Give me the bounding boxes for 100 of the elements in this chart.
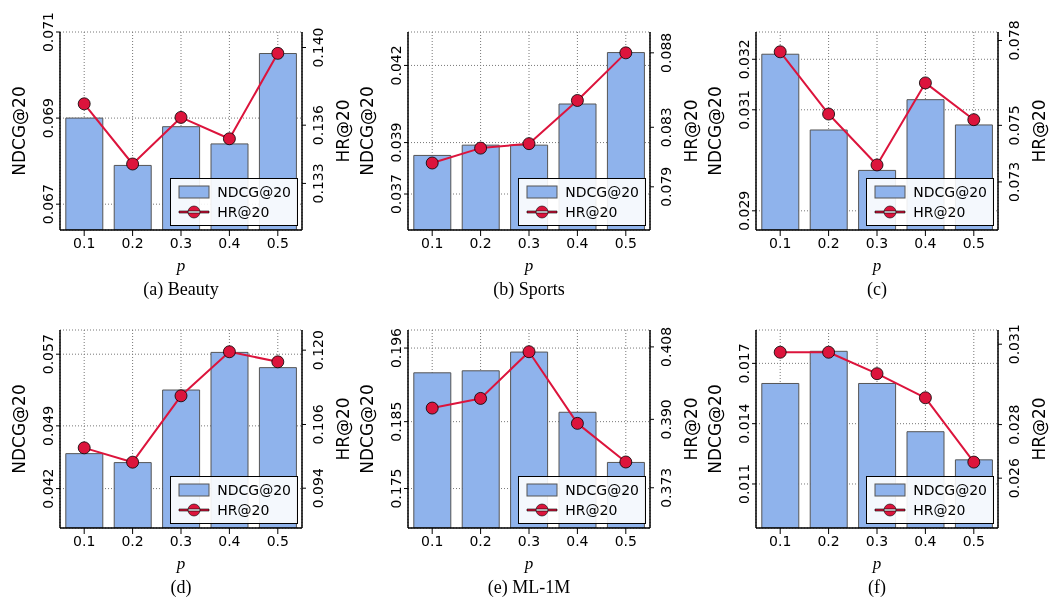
- text: (c): [866, 278, 888, 300]
- y2-tick-label: 0.028: [1006, 404, 1022, 445]
- point: [619, 455, 633, 469]
- x-tick-label: 0.3: [517, 234, 541, 251]
- point: [126, 157, 139, 171]
- y-tick-label: 0.057: [40, 334, 56, 375]
- x-axis-title: p: [871, 256, 883, 275]
- y-axis-title: NDCG@20: [705, 86, 725, 176]
- x-tick-label: 0.2: [121, 234, 144, 251]
- legend-label: HR@20: [565, 502, 618, 518]
- y2-tick-label: 0.026: [1006, 458, 1022, 499]
- y-tick-label: 0.042: [388, 45, 404, 86]
- point: [174, 389, 188, 403]
- legend-label: NDCG@20: [913, 482, 987, 498]
- x-axis-title: p: [871, 554, 883, 573]
- y2-tick-label: 0.106: [310, 404, 326, 445]
- legend-label: HR@20: [217, 502, 270, 518]
- legend-label: HR@20: [913, 204, 966, 220]
- point: [571, 94, 584, 107]
- point: [773, 45, 787, 59]
- y2-tick-label: 0.408: [658, 326, 674, 367]
- y2-tick-label: 0.390: [658, 399, 674, 440]
- y-tick-label: 0.011: [736, 463, 752, 505]
- y-tick-label: 0.017: [736, 343, 752, 384]
- y2-tick-label: 0.031: [1006, 324, 1022, 365]
- y2-tick-label: 0.136: [310, 105, 326, 146]
- x-tick-label: 0.5: [266, 532, 289, 549]
- text: (b) Sports: [492, 278, 566, 300]
- x-tick-label: 0.4: [218, 532, 241, 549]
- point: [271, 46, 285, 60]
- point: [822, 107, 835, 121]
- x-tick-label: 0.1: [421, 234, 444, 251]
- y-tick-label: 0.014: [736, 403, 752, 444]
- x-tick-label: 0.5: [962, 234, 985, 251]
- y2-tick-label: 0.073: [1006, 161, 1022, 202]
- x-axis-title: p: [523, 554, 535, 573]
- point: [822, 345, 835, 359]
- point: [77, 97, 91, 111]
- y2-tick-label: 0.083: [658, 107, 674, 148]
- y2-tick-label: 0.133: [310, 163, 326, 204]
- y-axis-title: NDCG@20: [705, 384, 725, 474]
- y2-axis-title: HR@20: [333, 99, 353, 163]
- point: [870, 158, 884, 172]
- point: [522, 137, 536, 151]
- x-tick-label: 0.4: [218, 234, 241, 251]
- y-tick-label: 0.032: [736, 39, 752, 80]
- y-tick-label: 0.029: [736, 190, 752, 231]
- y-axis-title: NDCG@20: [357, 86, 377, 176]
- point: [967, 455, 981, 469]
- y-tick-label: 0.196: [388, 327, 404, 369]
- x-tick-label: 0.2: [817, 234, 840, 251]
- x-tick-label: 0.1: [769, 234, 792, 251]
- y-tick-label: 0.185: [388, 401, 404, 442]
- point: [223, 132, 236, 146]
- text: (d): [169, 576, 193, 598]
- y2-tick-label: 0.094: [310, 468, 326, 509]
- x-tick-label: 0.5: [614, 532, 637, 549]
- x-tick-label: 0.3: [517, 532, 541, 549]
- point: [919, 76, 932, 90]
- y2-tick-label: 0.088: [658, 32, 674, 73]
- x-tick-label: 0.5: [266, 234, 289, 251]
- point: [271, 355, 285, 369]
- text: (f): [867, 576, 887, 598]
- y-tick-label: 0.067: [40, 184, 56, 225]
- y-tick-label: 0.039: [388, 122, 404, 163]
- y2-tick-label: 0.373: [658, 467, 674, 508]
- point: [174, 111, 188, 124]
- point: [870, 367, 884, 381]
- y2-axis-title: HR@20: [1029, 397, 1049, 461]
- y2-tick-label: 0.079: [658, 166, 674, 207]
- legend-label: HR@20: [565, 204, 618, 220]
- point: [126, 455, 139, 469]
- x-tick-label: 0.1: [421, 532, 444, 549]
- text: (e) ML-1M: [486, 576, 572, 598]
- x-tick-label: 0.1: [73, 234, 96, 251]
- x-tick-label: 0.2: [817, 532, 840, 549]
- x-tick-label: 0.5: [962, 532, 985, 549]
- point: [571, 416, 584, 430]
- x-tick-label: 0.4: [914, 532, 937, 549]
- y-tick-label: 0.031: [736, 89, 752, 130]
- point: [967, 113, 981, 127]
- y-tick-label: 0.049: [40, 405, 56, 446]
- x-tick-label: 0.2: [121, 532, 144, 549]
- x-axis-title: p: [523, 256, 535, 275]
- x-tick-label: 0.1: [73, 532, 96, 549]
- point: [77, 441, 91, 455]
- x-tick-label: 0.3: [865, 532, 889, 549]
- y2-axis-title: HR@20: [1029, 99, 1049, 163]
- x-tick-label: 0.4: [566, 234, 589, 251]
- point: [919, 391, 932, 405]
- legend-label: NDCG@20: [217, 184, 291, 200]
- y2-tick-label: 0.075: [1006, 105, 1022, 146]
- y2-tick-label: 0.140: [310, 27, 326, 68]
- legend-label: NDCG@20: [565, 184, 639, 200]
- point: [474, 141, 487, 155]
- y-tick-label: 0.175: [388, 468, 404, 509]
- y-tick-label: 0.069: [40, 98, 56, 139]
- point: [619, 46, 633, 60]
- point: [425, 401, 439, 415]
- y2-tick-label: 0.120: [310, 330, 326, 371]
